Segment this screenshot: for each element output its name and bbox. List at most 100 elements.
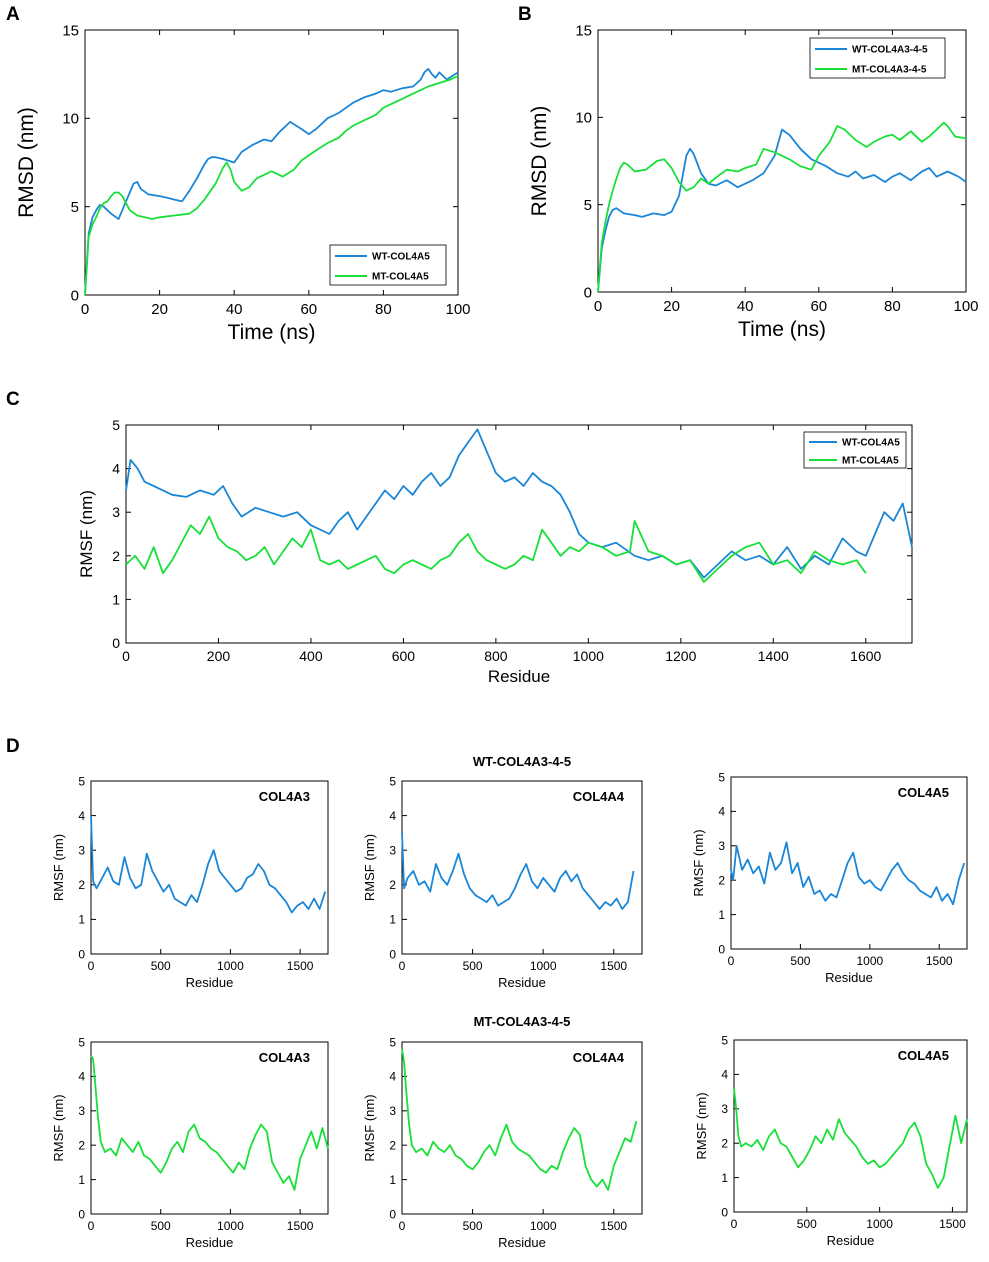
x-tick-label: 60 xyxy=(300,301,317,318)
x-tick-label: 20 xyxy=(151,301,168,318)
plot-frame xyxy=(84,29,459,296)
y-tick-label: 2 xyxy=(389,878,396,892)
x-tick-label: 500 xyxy=(151,959,171,973)
series-line-mt-col4a4 xyxy=(401,1048,638,1191)
y-tick-label: 10 xyxy=(575,110,592,127)
legend: WT-COL4A5 MT-COL4A5 xyxy=(329,244,447,286)
y-tick-label: 4 xyxy=(389,1070,396,1084)
x-tick-label: 40 xyxy=(226,301,243,318)
legend-box xyxy=(803,431,907,469)
subplot-title: COL4A4 xyxy=(573,789,625,804)
plot-frame xyxy=(597,29,967,293)
y-axis-label: RMSF (nm) xyxy=(362,834,377,901)
y-tick-label: 4 xyxy=(78,809,85,823)
subplot-title: COL4A5 xyxy=(898,785,949,800)
x-tick-label: 1000 xyxy=(573,648,604,664)
y-tick-label: 10 xyxy=(62,111,79,128)
y-tick-label: 5 xyxy=(78,774,85,788)
x-tick-label: 1500 xyxy=(600,1219,627,1233)
legend-entry: WT-COL4A5 xyxy=(372,252,430,263)
y-tick-label: 4 xyxy=(389,809,396,823)
y-axis-label: RMSF (nm) xyxy=(51,834,66,901)
y-tick-label: 2 xyxy=(389,1139,396,1153)
x-axis-label: Residue xyxy=(498,1235,546,1250)
x-tick-label: 0 xyxy=(594,298,602,315)
x-tick-label: 500 xyxy=(463,959,483,973)
x-tick-label: 1000 xyxy=(217,1219,244,1233)
x-tick-label: 400 xyxy=(299,648,323,664)
x-tick-label: 1400 xyxy=(758,648,789,664)
x-tick-label: 0 xyxy=(399,959,406,973)
y-tick-label: 5 xyxy=(112,417,120,433)
y-tick-label: 2 xyxy=(78,1139,85,1153)
x-tick-label: 100 xyxy=(445,301,470,318)
x-tick-label: 1000 xyxy=(530,1219,557,1233)
series-line-mt-col4a3 xyxy=(90,1055,329,1191)
y-axis-label: RMSF (nm) xyxy=(362,1094,377,1161)
x-tick-label: 200 xyxy=(207,648,231,664)
subplot-title: COL4A4 xyxy=(573,1050,625,1065)
group-title-wt: WT-COL4A3-4-5 xyxy=(473,754,571,769)
x-tick-label: 500 xyxy=(463,1219,483,1233)
y-axis-label: RMSF (nm) xyxy=(51,1094,66,1161)
x-tick-label: 80 xyxy=(884,298,901,315)
y-tick-label: 1 xyxy=(389,1173,396,1187)
chart-d-mt-col4a5: 0 500 1000 1500 0 1 2 3 4 5 Residue RMSF (nm) COL4A5 xyxy=(694,1033,968,1248)
y-tick-label: 5 xyxy=(78,1035,85,1049)
y-tick-label: 3 xyxy=(389,1104,396,1118)
x-tick-label: 100 xyxy=(953,298,978,315)
y-tick-label: 0 xyxy=(78,1207,85,1221)
x-tick-label: 1600 xyxy=(850,648,881,664)
legend: WT-COL4A5 MT-COL4A5 xyxy=(803,431,907,469)
panel-letter-c: C xyxy=(6,389,20,410)
plot-frame xyxy=(90,1041,329,1215)
x-tick-label: 0 xyxy=(399,1219,406,1233)
y-axis-label: RMSD (nm) xyxy=(528,106,551,217)
x-axis-label: Residue xyxy=(827,1233,875,1248)
x-tick-label: 1000 xyxy=(856,954,883,968)
y-tick-label: 2 xyxy=(721,1137,728,1151)
y-tick-label: 3 xyxy=(112,504,120,520)
x-axis-label: Time (ns) xyxy=(738,318,826,341)
y-tick-label: 0 xyxy=(71,287,79,304)
plot-frame xyxy=(401,780,643,955)
y-axis-label: RMSD (nm) xyxy=(15,107,38,218)
y-tick-label: 5 xyxy=(71,199,79,216)
y-tick-label: 1 xyxy=(721,1171,728,1185)
chart-d-wt-col4a4: 0 500 1000 1500 0 1 2 3 4 5 Residue RMSF (nm) COL4A4 xyxy=(362,774,643,990)
y-tick-label: 4 xyxy=(78,1070,85,1084)
x-tick-label: 0 xyxy=(728,954,735,968)
x-tick-label: 1000 xyxy=(866,1217,893,1231)
y-tick-label: 0 xyxy=(112,635,120,651)
chart-d-mt-col4a4: 0 500 1000 1500 0 1 2 3 4 5 Residue RMSF (nm) COL4A4 xyxy=(362,1035,643,1250)
y-axis-label: RMSF (nm) xyxy=(691,829,706,896)
y-tick-label: 5 xyxy=(389,774,396,788)
chart-d-wt-col4a3: 0 500 1000 1500 0 1 2 3 4 5 Residue RMSF (nm) COL4A3 xyxy=(51,774,329,990)
series-line-mt-col4a3-4-5 xyxy=(597,121,967,293)
x-tick-label: 80 xyxy=(375,301,392,318)
x-tick-label: 1500 xyxy=(287,959,314,973)
y-tick-label: 5 xyxy=(389,1035,396,1049)
chart-b: 0 20 40 60 80 100 0 5 10 15 Time (ns) RMSD (nm) WT-C… xyxy=(528,22,979,341)
y-tick-label: 3 xyxy=(78,844,85,858)
plot-frame xyxy=(730,776,968,950)
legend-entry: MT-COL4A3-4-5 xyxy=(852,65,927,76)
chart-c: 0 200 400 600 800 1000 1200 1400 1600 0 1 2 3 4 5 Resid… xyxy=(77,417,913,686)
chart-d-wt-col4a5: 0 500 1000 1500 0 1 2 3 4 5 Residue RMSF (nm) COL4A5 xyxy=(691,770,968,985)
chart-d-mt-col4a3: 0 500 1000 1500 0 1 2 3 4 5 Residue RMSF (nm) COL4A3 xyxy=(51,1035,329,1250)
series-line-wt-col4a4 xyxy=(401,832,635,910)
x-axis-label: Residue xyxy=(825,970,873,985)
panel-letter-d: D xyxy=(6,736,20,757)
panel-letter-b: B xyxy=(518,4,532,25)
legend: WT-COL4A3-4-5 MT-COL4A3-4-5 xyxy=(809,37,946,79)
y-tick-label: 2 xyxy=(718,874,725,888)
y-tick-label: 1 xyxy=(78,1173,85,1187)
y-tick-label: 5 xyxy=(718,770,725,784)
x-axis-label: Time (ns) xyxy=(228,321,316,344)
x-tick-label: 1500 xyxy=(600,959,627,973)
y-tick-label: 0 xyxy=(389,1207,396,1221)
x-tick-label: 0 xyxy=(731,1217,738,1231)
y-axis-label: RMSF (nm) xyxy=(694,1092,709,1159)
